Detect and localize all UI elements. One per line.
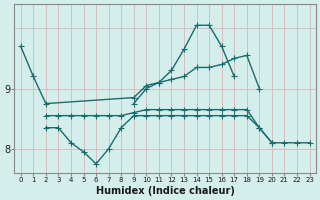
X-axis label: Humidex (Indice chaleur): Humidex (Indice chaleur) — [96, 186, 235, 196]
